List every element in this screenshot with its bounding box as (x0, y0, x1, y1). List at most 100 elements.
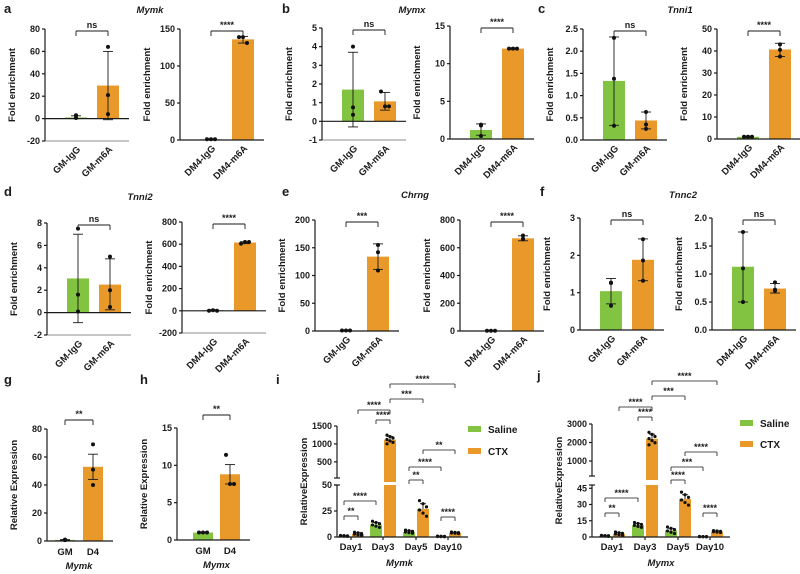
y-tick-label: 0 (440, 134, 445, 144)
x-tick-label: GM-m6A (350, 334, 385, 369)
y-axis-label: Fold enrichment (422, 238, 433, 313)
data-point (665, 529, 670, 533)
significance-label: **** (628, 397, 643, 407)
data-point (421, 502, 425, 506)
x-tick-label: GM-IgG (51, 144, 83, 176)
data-point (672, 531, 677, 536)
y-tick-label: -20 (27, 136, 40, 146)
y-tick-label: 15 (577, 516, 587, 526)
data-point (377, 525, 382, 530)
y-tick-label: 200 (440, 298, 455, 308)
x-tick-label: GM-IgG (586, 333, 618, 365)
significance-label: **** (367, 400, 382, 410)
y-tick-label: 0.5 (694, 297, 707, 307)
data-point (374, 524, 378, 528)
y-tick-label: 40 (702, 46, 712, 56)
data-point (644, 126, 648, 131)
data-point (356, 533, 360, 537)
y-tick-label: 80 (30, 24, 40, 34)
panel-letter-j: j (536, 368, 541, 383)
significance-label: **** (757, 20, 772, 30)
data-point (197, 530, 201, 535)
gene-title-f: Tnnc2 (669, 190, 698, 201)
y-tick-label: 2000 (567, 438, 587, 448)
data-point (76, 292, 80, 297)
gene-title-b: Mymx (399, 5, 427, 16)
bar-CTX-Day3-upper (646, 438, 658, 480)
bar-DM4-m6A (502, 48, 524, 139)
data-point (686, 495, 691, 499)
data-point (91, 442, 95, 447)
y-tick-label: 400 (440, 271, 455, 281)
y-tick-label: 2.0 (565, 46, 578, 56)
y-tick-label: 80 (32, 424, 42, 434)
panel-letter-h: h (140, 372, 148, 387)
significance-label: **** (638, 407, 653, 417)
legend-swatch-saline (740, 420, 753, 426)
significance-label: **** (500, 211, 515, 221)
data-point (106, 44, 110, 49)
y-tick-label: 600 (162, 239, 177, 249)
data-point (632, 520, 637, 525)
data-point (647, 443, 651, 447)
data-point (636, 524, 640, 528)
data-point (639, 522, 644, 527)
y-tick-label: 1.5 (694, 241, 707, 251)
data-point (778, 42, 782, 47)
y-tick-label: 0 (35, 114, 40, 124)
y-tick-label: 45 (577, 483, 587, 493)
data-point (641, 258, 645, 263)
data-point (391, 440, 395, 444)
y-tick-label: 50 (300, 298, 310, 308)
data-point (417, 508, 422, 512)
data-point (515, 46, 519, 51)
y-axis-label: Fold enrichment (142, 47, 153, 122)
x-tick-label: GM-IgG (589, 143, 621, 175)
data-point (351, 112, 355, 117)
significance-label: **** (677, 371, 692, 381)
x-tick-label: DM4-m6A (213, 336, 252, 375)
x-tick-label: GM-m6A (82, 338, 117, 373)
data-point (351, 44, 355, 49)
y-tick-label: 20 (30, 91, 40, 101)
x-tick-label: GM-m6A (615, 333, 650, 368)
x-tick-label: Day10 (434, 542, 462, 553)
data-point (211, 308, 215, 313)
y-tick-label: 3000 (567, 419, 587, 429)
data-point (376, 268, 380, 273)
data-point (351, 105, 355, 110)
significance-label: *** (401, 389, 412, 399)
gene-title-d: Tnni2 (127, 192, 153, 203)
significance-label: *** (663, 386, 674, 396)
data-point (228, 482, 232, 486)
significance-label: **** (703, 503, 718, 513)
panel-letter-i: i (276, 372, 280, 387)
data-point (407, 531, 411, 535)
y-tick-label: 1000 (312, 439, 332, 449)
panel-letter-a: a (4, 1, 12, 16)
significance-label: **** (353, 491, 368, 501)
x-tick-label: D4 (224, 546, 237, 557)
data-point (485, 328, 489, 333)
x-axis-label: Mymx (203, 560, 231, 571)
data-point (609, 303, 613, 308)
data-point (683, 493, 687, 497)
y-axis-label: Fold enrichment (412, 45, 423, 120)
data-point (479, 133, 483, 138)
significance-label: ** (347, 506, 355, 516)
data-point (374, 520, 378, 525)
data-point (76, 309, 80, 314)
x-tick-label: D4 (87, 547, 100, 558)
y-tick-label: 25 (322, 506, 332, 516)
data-point (647, 430, 651, 434)
data-point (379, 89, 383, 94)
data-point (620, 533, 625, 537)
data-point (417, 499, 422, 503)
y-tick-label: 4 (312, 42, 317, 52)
y-tick-label: 50 (702, 24, 712, 34)
y-tick-label: 1.5 (565, 68, 578, 78)
data-point (493, 328, 497, 333)
